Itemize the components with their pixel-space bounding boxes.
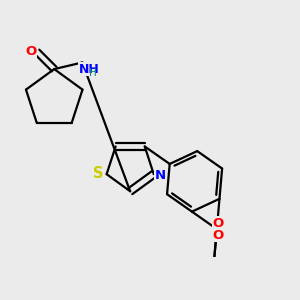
Text: H: H	[89, 68, 97, 78]
Text: NH: NH	[79, 63, 99, 76]
Text: N: N	[155, 169, 166, 182]
Text: S: S	[93, 166, 104, 181]
Text: O: O	[26, 45, 37, 58]
Text: O: O	[212, 229, 224, 242]
Text: O: O	[212, 217, 224, 230]
